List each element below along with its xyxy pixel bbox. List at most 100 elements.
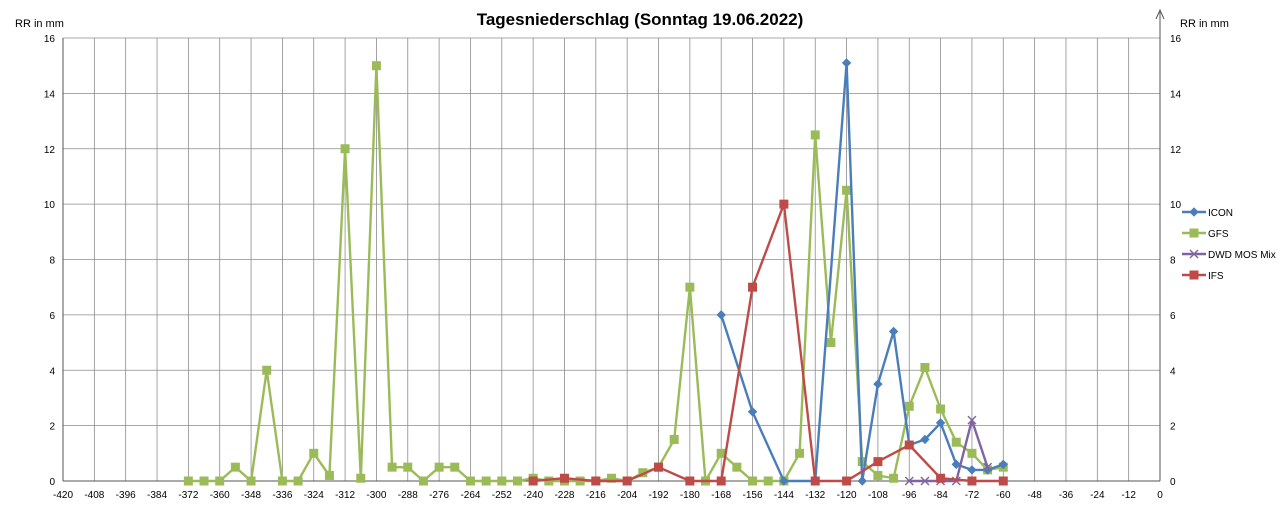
data-point-ifs — [998, 476, 1008, 486]
data-point-ifs — [654, 462, 664, 472]
legend-swatch-marker — [1189, 249, 1199, 259]
data-point-icon — [998, 459, 1008, 470]
data-point-icon — [779, 476, 789, 486]
data-point-gfs — [230, 462, 240, 472]
data-point-icon — [967, 465, 977, 475]
series-lines — [183, 58, 1008, 486]
x-tick-label: -336 — [272, 490, 292, 501]
data-point-icon — [716, 310, 726, 320]
data-point-icon — [747, 407, 758, 417]
data-point-gfs — [748, 476, 758, 486]
data-point-gfs — [262, 365, 272, 375]
y-tick-label-left: 8 — [49, 256, 55, 267]
x-tick-label: -48 — [1027, 490, 1042, 501]
data-point-gfs — [936, 404, 946, 414]
y-tick-label-left: 10 — [44, 200, 56, 211]
x-tick-label: -240 — [523, 490, 543, 501]
x-tick-label: -84 — [933, 490, 948, 501]
data-point-dwd-mos-mix — [920, 476, 930, 486]
legend-label: DWD MOS Mix — [1208, 250, 1276, 261]
y-axis-label-left: RR in mm — [15, 18, 64, 30]
data-point-icon — [951, 459, 961, 470]
data-point-gfs — [763, 476, 773, 486]
legend-swatch-marker — [1189, 207, 1199, 217]
data-point-icon — [982, 465, 993, 475]
x-tick-label: -312 — [335, 490, 355, 501]
chart-title: Tagesniederschlag (Sonntag 19.06.2022) — [477, 10, 804, 29]
data-point-gfs — [889, 473, 899, 483]
y-axis-arrow — [1155, 8, 1165, 20]
data-point-gfs — [920, 362, 930, 372]
legend-swatch-marker — [1189, 228, 1199, 238]
data-point-gfs — [403, 462, 413, 472]
data-point-icon — [920, 434, 930, 445]
y-tick-label-right: 8 — [1170, 256, 1176, 267]
data-point-ifs — [936, 473, 946, 483]
series-ifs — [528, 199, 1008, 486]
marker-stroke — [951, 476, 961, 486]
data-point-icon — [935, 418, 946, 428]
data-point-ifs — [967, 476, 977, 486]
data-point-gfs — [810, 130, 820, 140]
marker-stroke — [920, 476, 930, 486]
data-point-ifs — [622, 476, 632, 486]
x-tick-label: -420 — [53, 490, 73, 501]
x-tick-label: -324 — [304, 490, 324, 501]
x-tick-label: -96 — [902, 490, 917, 501]
data-point-gfs — [293, 476, 303, 486]
x-tick-label: -72 — [965, 490, 980, 501]
data-point-ifs — [716, 476, 726, 486]
y-tick-label-left: 4 — [49, 366, 55, 377]
data-point-dwd-mos-mix — [967, 415, 977, 425]
x-tick-label: -264 — [460, 490, 480, 501]
data-point-gfs — [607, 473, 616, 483]
x-tick-label: -216 — [586, 490, 606, 501]
marker-stroke — [983, 462, 993, 472]
data-point-ifs — [559, 473, 569, 483]
x-tick-label: -408 — [84, 490, 104, 501]
axes — [62, 8, 1165, 482]
data-point-ifs — [779, 199, 789, 209]
marker-stroke — [904, 476, 914, 486]
data-point-gfs — [669, 434, 679, 444]
data-point-gfs — [199, 476, 209, 486]
x-tick-label: -384 — [147, 490, 167, 501]
legend-item-dwd-mos-mix: DWD MOS Mix — [1182, 249, 1276, 261]
data-point-gfs — [465, 476, 475, 486]
y-tick-label-right: 16 — [1170, 34, 1182, 45]
x-tick-label: -204 — [617, 490, 637, 501]
y-tick-label-left: 14 — [44, 89, 56, 100]
y-tick-label-left: 0 — [49, 477, 55, 488]
x-tick-label: -120 — [837, 490, 857, 501]
x-tick-label: -180 — [680, 490, 700, 501]
data-point-gfs — [795, 448, 805, 458]
x-tick-label: -36 — [1059, 490, 1074, 501]
data-point-gfs — [842, 185, 852, 195]
data-point-icon — [841, 58, 852, 68]
legend-item-ifs: IFS — [1182, 270, 1224, 282]
data-point-ifs — [873, 457, 883, 467]
data-point-gfs — [716, 448, 726, 458]
data-point-gfs — [324, 470, 334, 480]
data-point-gfs — [967, 448, 977, 458]
data-point-icon — [857, 476, 867, 486]
marker-stroke — [967, 415, 977, 425]
data-point-gfs — [904, 401, 914, 411]
x-tick-label: 0 — [1157, 490, 1163, 501]
y-tick-label-right: 0 — [1170, 477, 1176, 488]
x-tick-label: -132 — [805, 490, 825, 501]
series-line-dwd-mos-mix — [909, 418, 989, 483]
data-point-gfs — [418, 476, 428, 486]
marker-stroke — [1189, 249, 1199, 259]
data-point-gfs — [371, 61, 381, 71]
x-tick-label: -108 — [868, 490, 888, 501]
data-point-gfs — [732, 462, 742, 472]
data-point-gfs — [873, 470, 883, 480]
x-tick-label: -60 — [996, 490, 1011, 501]
y-tick-label-right: 2 — [1170, 422, 1176, 433]
y-axis-label-right: RR in mm — [1180, 18, 1229, 30]
data-point-gfs — [356, 473, 366, 483]
x-tick-label: -372 — [178, 490, 198, 501]
x-tick-label: -348 — [241, 490, 261, 501]
